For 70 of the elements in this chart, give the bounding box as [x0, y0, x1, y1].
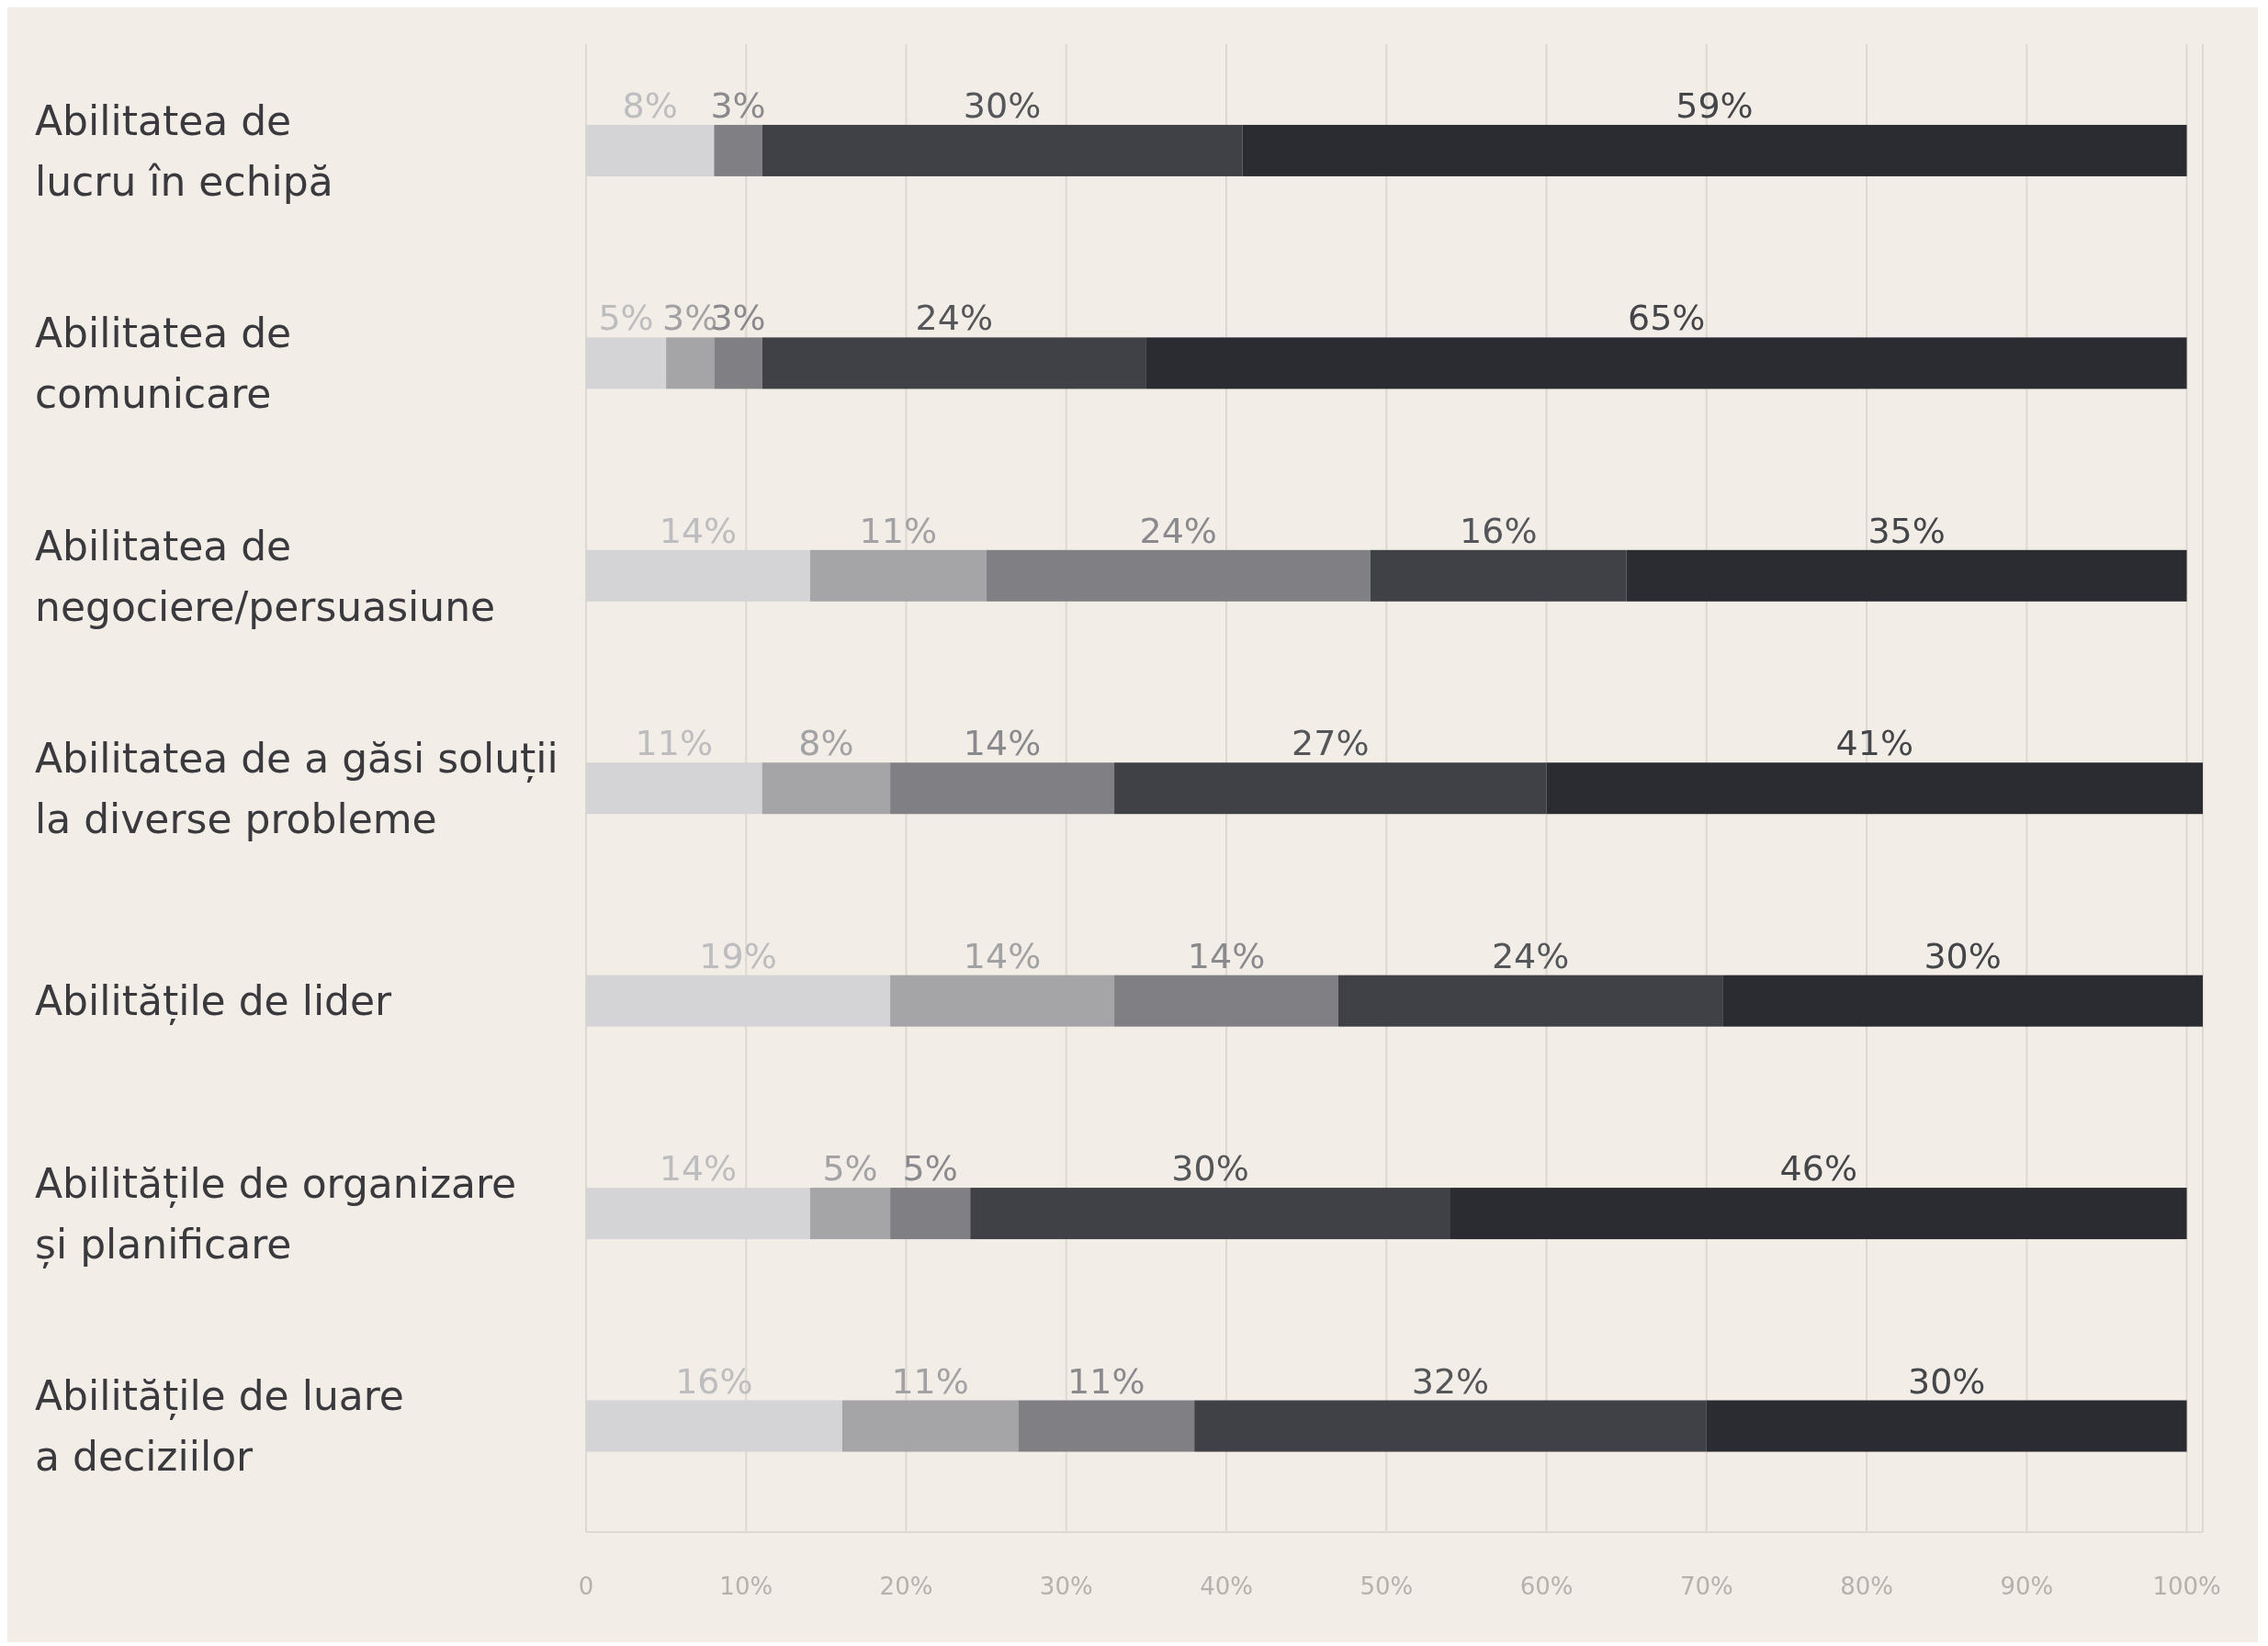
- y-tick-label: Abilitatea de negociere/persuasiune: [35, 522, 496, 630]
- bar: [1370, 549, 1627, 602]
- bar: [1546, 762, 2203, 815]
- x-tick-label: 30%: [1039, 1573, 1093, 1600]
- bar: [890, 975, 1115, 1027]
- x-tick-label: 80%: [1840, 1573, 1893, 1600]
- data-label: 35%: [1867, 510, 1946, 551]
- x-tick-label: 40%: [1200, 1573, 1253, 1600]
- bar: [1626, 549, 2187, 602]
- bar: [1114, 975, 1339, 1027]
- x-tick-label: 90%: [2000, 1573, 2054, 1600]
- data-label: 14%: [1187, 935, 1266, 976]
- data-label: 46%: [1779, 1148, 1858, 1189]
- data-label: 8%: [798, 723, 854, 764]
- data-label: 30%: [1171, 1148, 1249, 1189]
- bar: [1450, 1188, 2187, 1240]
- x-tick-label: 50%: [1360, 1573, 1414, 1600]
- bar: [1194, 1400, 1707, 1452]
- y-tick-label: Abilitatea de lucru în echipă: [35, 96, 333, 205]
- data-label: 11%: [891, 1360, 969, 1402]
- y-tick-label: Abilitatea de a găsi soluții la diverse probleme: [35, 734, 559, 842]
- bar: [1722, 975, 2203, 1027]
- y-tick-label: Abilitățile de luare a deciziilor: [35, 1371, 404, 1480]
- data-label: 30%: [1907, 1360, 1986, 1402]
- bar: [809, 1188, 891, 1240]
- data-label: 14%: [963, 935, 1042, 976]
- bar: [714, 124, 762, 176]
- bar: [714, 337, 762, 389]
- bar: [1114, 762, 1547, 815]
- data-label: 3%: [710, 85, 766, 126]
- data-label: 5%: [822, 1148, 878, 1189]
- data-label: 30%: [963, 85, 1042, 126]
- data-label: 24%: [1491, 935, 1570, 976]
- x-tick-label: 70%: [1679, 1573, 1733, 1600]
- bar: [762, 337, 1146, 389]
- data-label: 24%: [915, 298, 994, 339]
- bar: [986, 549, 1371, 602]
- y-tick-label: Abilitățile de lider: [35, 976, 393, 1025]
- y-tick-label: Abilitățile de organizare și planificare: [35, 1159, 517, 1268]
- data-label: 11%: [1067, 1360, 1145, 1402]
- data-label: 11%: [859, 510, 938, 551]
- bar: [809, 549, 987, 602]
- data-label: 24%: [1139, 510, 1217, 551]
- bar: [1018, 1400, 1195, 1452]
- data-label: 14%: [963, 723, 1042, 764]
- y-tick-label: Abilitatea de comunicare: [35, 309, 292, 417]
- data-label: 27%: [1292, 723, 1370, 764]
- x-tick-label: 0: [578, 1573, 594, 1600]
- data-label: 59%: [1676, 85, 1754, 126]
- bar: [970, 1188, 1450, 1240]
- data-label: 41%: [1835, 723, 1914, 764]
- x-tick-label: 60%: [1519, 1573, 1574, 1600]
- bar: [841, 1400, 1019, 1452]
- bar: [762, 762, 891, 815]
- data-label: 30%: [1924, 935, 2002, 976]
- data-label: 65%: [1628, 298, 1706, 339]
- bar: [890, 762, 1115, 815]
- x-tick-label: 100%: [2152, 1573, 2221, 1600]
- data-label: 5%: [902, 1148, 958, 1189]
- data-label: 32%: [1411, 1360, 1490, 1402]
- bar: [1145, 337, 2187, 389]
- bar: [1706, 1400, 2187, 1452]
- x-tick-label: 10%: [719, 1573, 773, 1600]
- bar: [666, 337, 715, 389]
- x-tick-label: 20%: [879, 1573, 933, 1600]
- bar: [1338, 975, 1723, 1027]
- data-label: 16%: [1460, 510, 1538, 551]
- bar: [1242, 124, 2187, 176]
- bar: [762, 124, 1243, 176]
- bar: [890, 1188, 971, 1240]
